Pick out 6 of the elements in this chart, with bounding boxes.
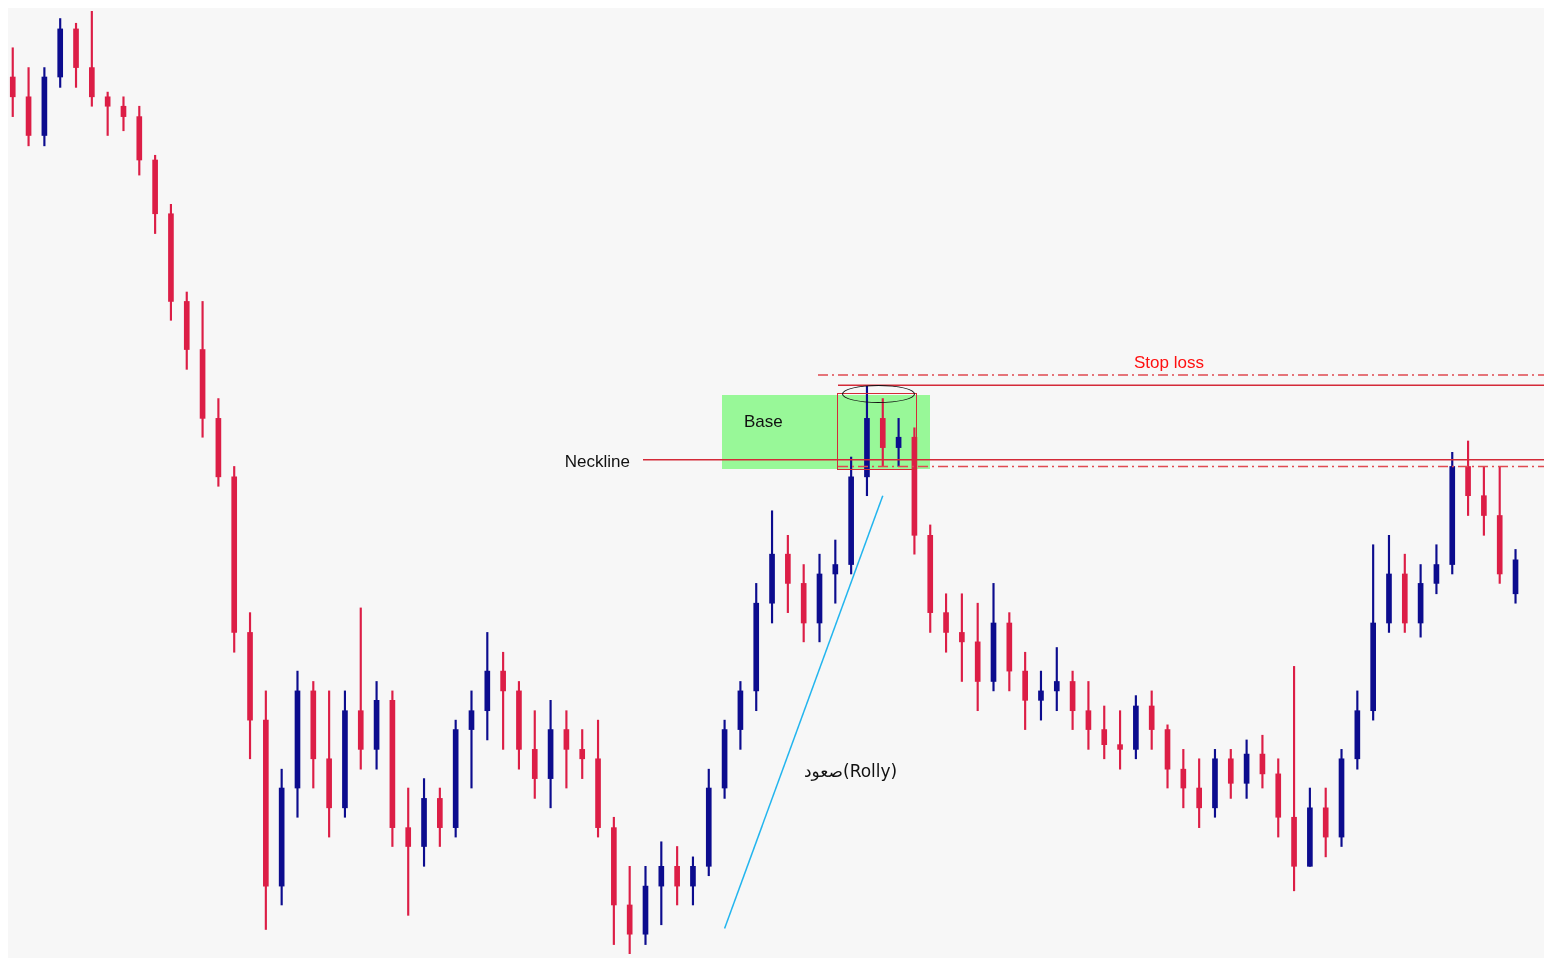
ref-line-label: Neckline [564,451,630,471]
ref-line-label: Stop loss [1134,352,1204,372]
candlestick [468,690,475,789]
candlestick [1085,681,1092,750]
annotation: Base [744,412,783,432]
annotation: صعود(Rolly) [804,761,898,781]
